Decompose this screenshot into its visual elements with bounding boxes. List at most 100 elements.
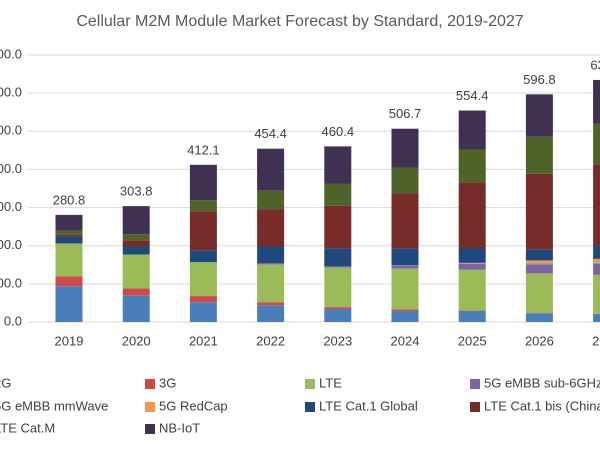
x-tick-label: 2019	[55, 333, 84, 348]
x-tick-label: 2025	[458, 333, 487, 348]
bar-segment	[593, 274, 600, 314]
total-label: 460.4	[322, 124, 355, 139]
bar-segment	[257, 302, 285, 306]
bar-segment	[324, 267, 352, 308]
bar-segment	[55, 214, 83, 231]
total-label: 596.8	[523, 72, 556, 87]
legend-swatch	[145, 402, 155, 412]
total-label: 454.4	[254, 126, 287, 141]
chart-title: Cellular M2M Module Market Forecast by S…	[76, 13, 523, 30]
bar-segment	[391, 268, 419, 310]
bar-segment	[189, 250, 217, 263]
bar-segment	[189, 211, 217, 251]
bar-segment	[593, 245, 600, 259]
bar-segment	[391, 193, 419, 249]
bar-segment	[324, 205, 352, 249]
bar-segment	[391, 167, 419, 194]
bar-segment	[324, 307, 352, 310]
bar-segment	[122, 246, 150, 255]
bar-segment	[189, 302, 217, 322]
bar-segment	[593, 123, 600, 165]
legend-label: LTE	[319, 375, 342, 390]
bar-segment	[324, 248, 352, 267]
y-tick-label: 0.0	[4, 313, 22, 328]
legend-swatch	[305, 402, 315, 412]
bar-segment	[55, 230, 83, 235]
legend-label: 5G eMBB mmWave	[0, 398, 108, 413]
x-tick-label: 2022	[256, 333, 285, 348]
y-tick-label: 600.0	[0, 85, 22, 100]
bar-segment	[525, 94, 553, 137]
bar-segment	[593, 258, 600, 263]
bar-segment	[55, 276, 83, 287]
bar-segment	[257, 148, 285, 191]
bar-segment	[122, 288, 150, 296]
bar-segment	[458, 310, 486, 322]
legend-label: 5G eMBB sub-6GHz	[484, 375, 600, 390]
y-tick-label: 300.0	[0, 199, 22, 214]
bar-segment	[391, 128, 419, 168]
bar-segment	[324, 183, 352, 206]
legend-swatch	[470, 402, 480, 412]
bar-segment	[593, 263, 600, 275]
bar-segment	[122, 240, 150, 247]
x-tick-label: 2021	[189, 333, 218, 348]
y-tick-label: 200.0	[0, 237, 22, 252]
bar-segment	[55, 234, 83, 237]
bar-segment	[189, 164, 217, 201]
bar-segment	[525, 249, 553, 261]
total-label: 412.1	[187, 142, 220, 157]
total-label: 303.8	[120, 184, 153, 199]
total-label: 506.7	[389, 106, 422, 121]
total-label: 554.4	[456, 88, 489, 103]
bar-segment	[257, 264, 285, 303]
y-tick-label: 400.0	[0, 161, 22, 176]
bar-segment	[189, 262, 217, 297]
y-tick-label: 100.0	[0, 275, 22, 290]
bar-segment	[391, 265, 419, 269]
legend-label: 2G	[0, 375, 11, 390]
x-tick-label: 2024	[391, 333, 420, 348]
bar-segment	[122, 254, 150, 289]
x-tick-label: 2026	[525, 333, 554, 348]
bar-segment	[593, 164, 600, 246]
bar-segment	[525, 264, 553, 274]
bar-segment	[458, 149, 486, 183]
bar-segment	[525, 263, 553, 265]
bar-segment	[257, 190, 285, 210]
total-label: 634.6	[590, 57, 600, 72]
bar-segment	[391, 310, 419, 322]
bar-segment	[55, 236, 83, 244]
bar-segment	[458, 248, 486, 263]
bar-segment	[189, 200, 217, 212]
bar-segment	[324, 146, 352, 184]
bar-segment	[324, 266, 352, 268]
bar-segment	[257, 246, 285, 264]
bar-segment	[525, 136, 553, 174]
bar-segment	[593, 79, 600, 124]
bar-segment	[122, 295, 150, 322]
legend-label: 5G RedCap	[159, 398, 228, 413]
bar-segment	[122, 234, 150, 241]
legend-label: LTE Cat.1 Global	[319, 398, 418, 413]
legend-label: LTE Cat.M	[0, 420, 55, 435]
legend-label: 3G	[159, 375, 176, 390]
bar-segment	[525, 173, 553, 250]
legend-swatch	[470, 379, 480, 389]
y-tick-label: 500.0	[0, 123, 22, 138]
bar-segment	[391, 309, 419, 311]
bar-segment	[525, 273, 553, 314]
y-tick-label: 700.0	[0, 46, 22, 61]
legend-label: LTE Cat.1 bis (China)	[484, 398, 600, 413]
bar-segment	[458, 182, 486, 249]
legend-swatch	[305, 379, 315, 389]
bar-segment	[324, 309, 352, 322]
bar-segment	[189, 296, 217, 303]
legend-swatch	[145, 379, 155, 389]
bar-segment	[122, 206, 150, 235]
x-tick-label: 2020	[122, 333, 151, 348]
bar-segment	[55, 286, 83, 322]
bar-segment	[257, 209, 285, 247]
bar-segment	[525, 260, 553, 264]
